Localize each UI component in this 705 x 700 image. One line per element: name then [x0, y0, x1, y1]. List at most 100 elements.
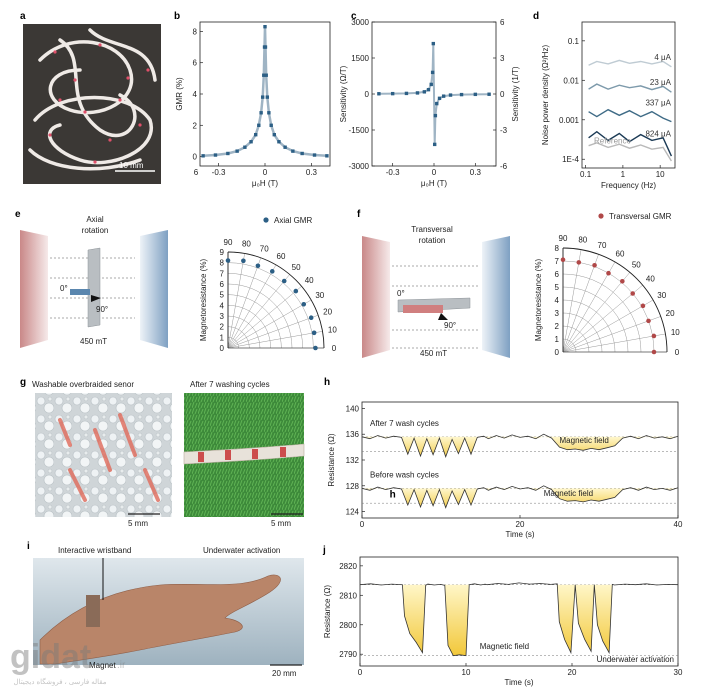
- f-point: [560, 257, 566, 263]
- h-ytick-label: 132: [346, 456, 360, 465]
- c-ytick-label: 0: [365, 90, 370, 99]
- f-point: [646, 318, 651, 324]
- e-angle-label: 50: [292, 263, 301, 272]
- e-point: [269, 269, 275, 274]
- h-after-label: After 7 wash cycles: [370, 419, 439, 428]
- f-point: [640, 303, 646, 309]
- c-point: [441, 94, 446, 98]
- d-series-line: [588, 59, 672, 68]
- c-point: [473, 92, 478, 97]
- f-point: [651, 349, 657, 355]
- h-field-label-top: Magnetic field: [560, 436, 609, 445]
- b-point: [226, 151, 230, 156]
- d-series-line: [588, 130, 673, 157]
- b-x-left-label: 6: [194, 168, 199, 177]
- f-grid-spoke: [562, 316, 661, 353]
- e-point: [255, 263, 261, 269]
- f-angle-label: 20: [666, 309, 675, 318]
- f-radial-tick-label: 7: [555, 257, 560, 266]
- panel-letter-h: h: [324, 377, 330, 388]
- panel-letter-g: g: [20, 377, 26, 388]
- f-radial-tick-label: 6: [555, 270, 560, 279]
- j-dip-fill: [360, 584, 678, 656]
- c-point: [435, 101, 439, 106]
- g-left-title: Washable overbraided senor: [32, 380, 134, 389]
- c-point: [422, 90, 427, 94]
- h-ytick-label: 124: [346, 508, 360, 517]
- panel-e-schematic: e Axial rotation 0° 90° 450 mT: [15, 209, 168, 348]
- watermark-tagline: مقاله فارسی ، فروشگاه دیجیتال: [13, 677, 106, 686]
- d-series-line: [588, 83, 672, 93]
- c-curve: [378, 43, 490, 145]
- c-ylabel-right: Sensitivity (1/T): [511, 66, 520, 121]
- e-title-line2: rotation: [82, 226, 109, 235]
- e-magnet-left: [20, 230, 48, 348]
- j-ytick-label: 2820: [339, 562, 357, 571]
- c-xtick-label: 0.3: [470, 168, 482, 177]
- f-legend-label: Transversal GMR: [609, 212, 672, 221]
- panel-letter-c: c: [351, 11, 357, 22]
- d-ytick-label: 1E-4: [562, 155, 579, 164]
- b-xlabel: μ₀H (T): [252, 179, 278, 188]
- c-ytick-label: -3000: [349, 162, 370, 171]
- c-point: [437, 96, 442, 101]
- panel-f-schematic: f Transversal rotation 0° 90° 450 mT: [357, 209, 510, 358]
- e-angle-label: 40: [305, 276, 314, 285]
- b-ytick-label: 6: [193, 59, 198, 68]
- e-point: [281, 278, 287, 284]
- d-frame: [581, 21, 676, 169]
- b-point: [235, 149, 239, 153]
- b-point: [260, 95, 265, 99]
- h-ytick-label: 140: [346, 404, 360, 413]
- h-ylabel: Resistance (Ω): [327, 433, 336, 486]
- e-radial-tick-label: 5: [220, 291, 225, 300]
- b-point: [272, 132, 276, 137]
- b-point: [254, 132, 258, 137]
- i-left-title: Interactive wristband: [58, 546, 131, 555]
- e-outer-arc: [227, 251, 325, 349]
- b-xtick-label: -0.3: [212, 168, 226, 177]
- f-grid-spoke: [562, 272, 631, 353]
- e-radial-tick-label: 1: [220, 333, 225, 342]
- c-right-ytick-label: 3: [500, 54, 505, 63]
- f-point: [592, 262, 597, 268]
- h-xtick-label: 0: [360, 520, 365, 529]
- e-grid-spoke: [227, 314, 319, 349]
- e-field-label: 450 mT: [80, 337, 107, 346]
- b-point: [263, 24, 267, 29]
- f-radial-tick-label: 1: [555, 335, 560, 344]
- f-grid-arc: [562, 260, 655, 353]
- c-ytick-label: 1500: [351, 54, 369, 63]
- b-point: [267, 111, 271, 115]
- e-legend-label: Axial GMR: [274, 216, 312, 225]
- f-angle-0: 0°: [397, 289, 405, 298]
- f-grid-spoke: [562, 254, 599, 353]
- panel-letter-f: f: [357, 209, 361, 220]
- chart-noise: d 0.1 1 10 1E-4 0.001 0.01 0.1 Frequency (Hz) No…: [533, 11, 676, 190]
- e-magnet-right: [140, 230, 168, 348]
- e-angle-label: 90: [224, 238, 233, 247]
- d-series-label: 4 μA: [654, 53, 671, 62]
- e-arrow: [91, 295, 101, 302]
- b-point: [277, 140, 281, 144]
- e-radial-tick-label: 4: [220, 301, 225, 310]
- d-series-line: [588, 108, 672, 123]
- d-ytick-label: 0.1: [568, 37, 580, 46]
- j-field-label: Magnetic field: [480, 642, 529, 651]
- f-angle-label: 0: [675, 348, 680, 357]
- f-angle-label: 70: [598, 241, 607, 250]
- e-point: [225, 258, 231, 263]
- f-radial-tick-label: 3: [555, 309, 560, 318]
- f-arrow: [438, 313, 448, 320]
- c-right-ytick-label: -3: [500, 126, 508, 135]
- c-point: [448, 93, 453, 97]
- b-xtick-label: 0: [263, 168, 268, 177]
- b-point: [300, 151, 304, 156]
- rope-red-marks: [48, 43, 150, 164]
- f-angle-label: 80: [578, 236, 587, 245]
- f-legend-marker: [598, 213, 604, 219]
- e-angle-label: 20: [323, 308, 332, 317]
- j-xtick-label: 0: [358, 668, 363, 677]
- f-point: [630, 291, 636, 296]
- chart-transversal-polar: Transversal GMR 0 1 2 3 4 5 6 7 8 Magnetoresistanc…: [534, 212, 680, 357]
